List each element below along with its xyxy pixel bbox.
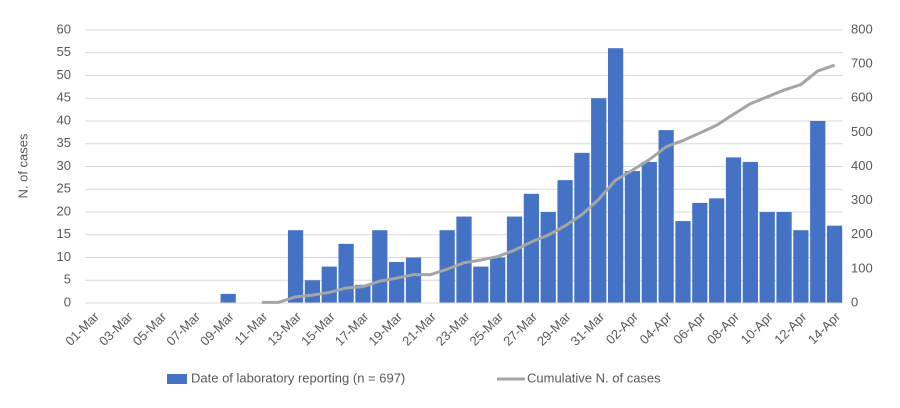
bar bbox=[810, 121, 826, 303]
bar bbox=[759, 212, 775, 303]
bar bbox=[641, 161, 657, 303]
bar bbox=[725, 157, 742, 303]
bar bbox=[675, 221, 691, 303]
y2-tick-label: 0 bbox=[851, 294, 858, 309]
y-axis-label: N. of cases bbox=[15, 133, 30, 199]
y2-tick-label: 800 bbox=[851, 21, 873, 36]
x-tick-label: 15-Mar bbox=[298, 308, 338, 348]
bar bbox=[490, 257, 506, 303]
bar bbox=[826, 225, 843, 303]
y2-tick-label: 400 bbox=[851, 158, 873, 173]
bar bbox=[220, 293, 236, 303]
x-tick-label: 01-Mar bbox=[62, 308, 102, 348]
bar bbox=[742, 161, 758, 303]
x-tick-label: 09-Mar bbox=[197, 308, 237, 348]
x-tick-label: 04-Apr bbox=[636, 308, 675, 347]
bar bbox=[473, 266, 489, 303]
x-tick-label: 10-Apr bbox=[738, 308, 777, 347]
y2-tick-label: 700 bbox=[851, 56, 873, 71]
bar bbox=[607, 48, 624, 304]
bar bbox=[709, 198, 725, 303]
y-tick-label: 15 bbox=[57, 226, 71, 241]
bar bbox=[776, 212, 792, 303]
x-tick-label: 11-Mar bbox=[231, 308, 271, 348]
x-tick-label: 12-Apr bbox=[771, 308, 810, 347]
bar bbox=[456, 216, 472, 303]
x-tick-label: 29-Mar bbox=[534, 308, 574, 348]
y-tick-label: 25 bbox=[57, 181, 71, 196]
x-tick-label: 03-Mar bbox=[96, 308, 136, 348]
x-tick-label: 31-Mar bbox=[568, 308, 608, 348]
y-tick-label: 30 bbox=[57, 158, 71, 173]
legend-label: Date of laboratory reporting (n = 697) bbox=[191, 370, 405, 385]
y2-tick-label: 200 bbox=[851, 226, 873, 241]
x-tick-label: 19-Mar bbox=[365, 308, 405, 348]
x-tick-label: 06-Apr bbox=[670, 308, 709, 347]
x-tick-label: 23-Mar bbox=[433, 308, 473, 348]
y2-tick-label: 500 bbox=[851, 124, 873, 139]
bar bbox=[574, 152, 590, 303]
y-tick-label: 60 bbox=[57, 21, 71, 36]
y-tick-label: 20 bbox=[57, 203, 71, 218]
x-tick-label: 25-Mar bbox=[467, 308, 507, 348]
bar bbox=[557, 180, 573, 303]
bar bbox=[321, 266, 337, 303]
bar bbox=[540, 212, 556, 303]
line bbox=[261, 63, 836, 304]
bar bbox=[304, 280, 321, 303]
y2-tick-label: 600 bbox=[851, 90, 873, 105]
bar bbox=[338, 243, 354, 303]
x-tick-label: 02-Apr bbox=[603, 308, 642, 347]
y-tick-label: 0 bbox=[64, 294, 71, 309]
y2-tick-label: 300 bbox=[851, 192, 873, 207]
bar bbox=[389, 262, 405, 303]
x-tick-label: 17-Mar bbox=[332, 308, 372, 348]
y-tick-label: 40 bbox=[57, 112, 71, 127]
y-tick-label: 55 bbox=[57, 44, 71, 59]
y-tick-label: 50 bbox=[57, 67, 71, 82]
legend-label: Cumulative N. of cases bbox=[527, 370, 661, 385]
bar bbox=[624, 171, 641, 303]
bar bbox=[523, 193, 539, 303]
y-tick-label: 5 bbox=[64, 272, 71, 287]
bar bbox=[287, 230, 304, 303]
bar bbox=[793, 230, 809, 303]
bar bbox=[658, 130, 674, 303]
y-tick-label: 35 bbox=[57, 135, 71, 150]
x-tick-label: 14-Apr bbox=[805, 308, 844, 347]
bar bbox=[355, 284, 371, 303]
bar bbox=[692, 202, 708, 303]
bar bbox=[372, 230, 388, 303]
legend-swatch bbox=[167, 374, 187, 384]
x-tick-label: 13-Mar bbox=[264, 308, 304, 348]
x-tick-label: 08-Apr bbox=[704, 308, 743, 347]
bar bbox=[439, 230, 455, 303]
x-tick-label: 27-Mar bbox=[500, 308, 540, 348]
x-tick-label: 21-Mar bbox=[399, 308, 439, 348]
y2-tick-label: 100 bbox=[851, 260, 873, 275]
y-tick-label: 10 bbox=[57, 249, 71, 264]
x-tick-label: 07-Mar bbox=[163, 308, 203, 348]
bar bbox=[405, 257, 422, 303]
y-tick-label: 45 bbox=[57, 90, 71, 105]
x-tick-label: 05-Mar bbox=[130, 308, 170, 348]
bar bbox=[506, 216, 523, 303]
